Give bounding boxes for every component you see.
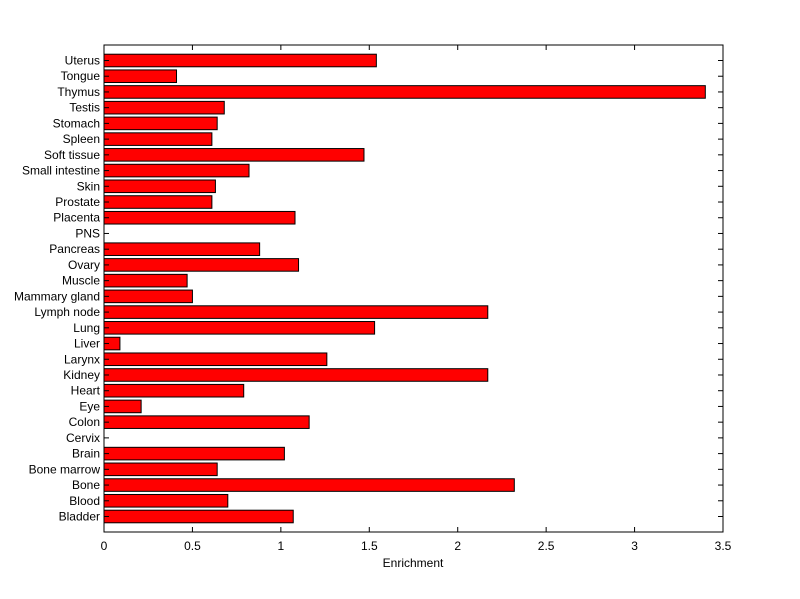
y-tick-label-colon: Colon — [69, 415, 100, 429]
x-tick-label: 3.5 — [715, 539, 732, 553]
y-tick-label-heart: Heart — [71, 384, 101, 398]
bar-bone — [103, 478, 515, 492]
y-tick-label-bone-marrow: Bone marrow — [29, 462, 101, 476]
bar-ovary — [103, 258, 300, 272]
plot-area-frame — [103, 44, 724, 533]
bar-eye — [103, 399, 142, 414]
bar-kidney — [103, 368, 489, 382]
y-tick-label-uterus: Uterus — [65, 54, 100, 68]
bar-bone-marrow — [103, 462, 218, 477]
x-tick-label: 3 — [631, 539, 638, 553]
y-tick-label-cervix: Cervix — [66, 431, 100, 445]
bar-lymph-node — [103, 305, 489, 319]
x-axis-title: Enrichment — [383, 556, 444, 570]
y-tick-label-larynx: Larynx — [64, 352, 100, 366]
y-tick-label-thymus: Thymus — [57, 85, 100, 99]
y-tick-label-mammary-gland: Mammary gland — [14, 289, 100, 303]
bars-group — [103, 53, 706, 524]
y-tick-label-pancreas: Pancreas — [49, 242, 100, 256]
bar-testis — [103, 100, 225, 115]
bar-pancreas — [103, 242, 261, 256]
bar-blood — [103, 493, 229, 508]
y-tick-label-liver: Liver — [74, 337, 100, 351]
x-tick-label: 0 — [101, 539, 108, 553]
y-tick-label-bone: Bone — [72, 478, 100, 492]
bar-bladder — [103, 509, 294, 524]
y-tick-label-kidney: Kidney — [63, 368, 100, 382]
y-tick-label-testis: Testis — [69, 101, 100, 115]
bar-soft-tissue — [103, 148, 365, 162]
bar-uterus — [103, 53, 377, 68]
y-tick-label-brain: Brain — [72, 447, 100, 461]
bar-skin — [103, 179, 216, 194]
x-tick-label: 1 — [278, 539, 285, 553]
y-tick-label-pns: PNS — [75, 226, 100, 240]
bar-tongue — [103, 69, 178, 84]
bar-thymus — [103, 85, 706, 99]
bar-mammary-gland — [103, 289, 193, 304]
y-tick-label-soft-tissue: Soft tissue — [44, 148, 100, 162]
bar-placenta — [103, 210, 296, 225]
x-tick-label: 2.5 — [538, 539, 555, 553]
bar-larynx — [103, 352, 328, 367]
y-tick-label-muscle: Muscle — [62, 274, 100, 288]
y-tick-label-tongue: Tongue — [61, 69, 101, 83]
x-tick-label: 1.5 — [361, 539, 378, 553]
y-tick-label-spleen: Spleen — [63, 132, 100, 146]
y-tick-label-stomach: Stomach — [53, 116, 100, 130]
bar-heart — [103, 383, 245, 398]
bar-brain — [103, 446, 285, 461]
x-tick-label: 2 — [454, 539, 461, 553]
y-tick-label-ovary: Ovary — [68, 258, 100, 272]
y-tick-label-prostate: Prostate — [55, 195, 100, 209]
y-tick-label-skin: Skin — [77, 179, 100, 193]
bar-small-intestine — [103, 163, 250, 178]
bar-prostate — [103, 195, 213, 209]
x-tick-label: 0.5 — [184, 539, 201, 553]
y-tick-label-lymph-node: Lymph node — [34, 305, 100, 319]
y-tick-label-lung: Lung — [73, 321, 100, 335]
bar-colon — [103, 415, 310, 429]
bar-stomach — [103, 116, 218, 131]
y-tick-label-small-intestine: Small intestine — [22, 164, 100, 178]
y-tick-label-bladder: Bladder — [59, 510, 100, 524]
bar-spleen — [103, 132, 213, 146]
y-tick-label-blood: Blood — [69, 494, 100, 508]
bar-lung — [103, 321, 376, 335]
y-tick-label-placenta: Placenta — [53, 211, 100, 225]
bar-muscle — [103, 273, 188, 288]
y-tick-label-eye: Eye — [79, 399, 100, 413]
